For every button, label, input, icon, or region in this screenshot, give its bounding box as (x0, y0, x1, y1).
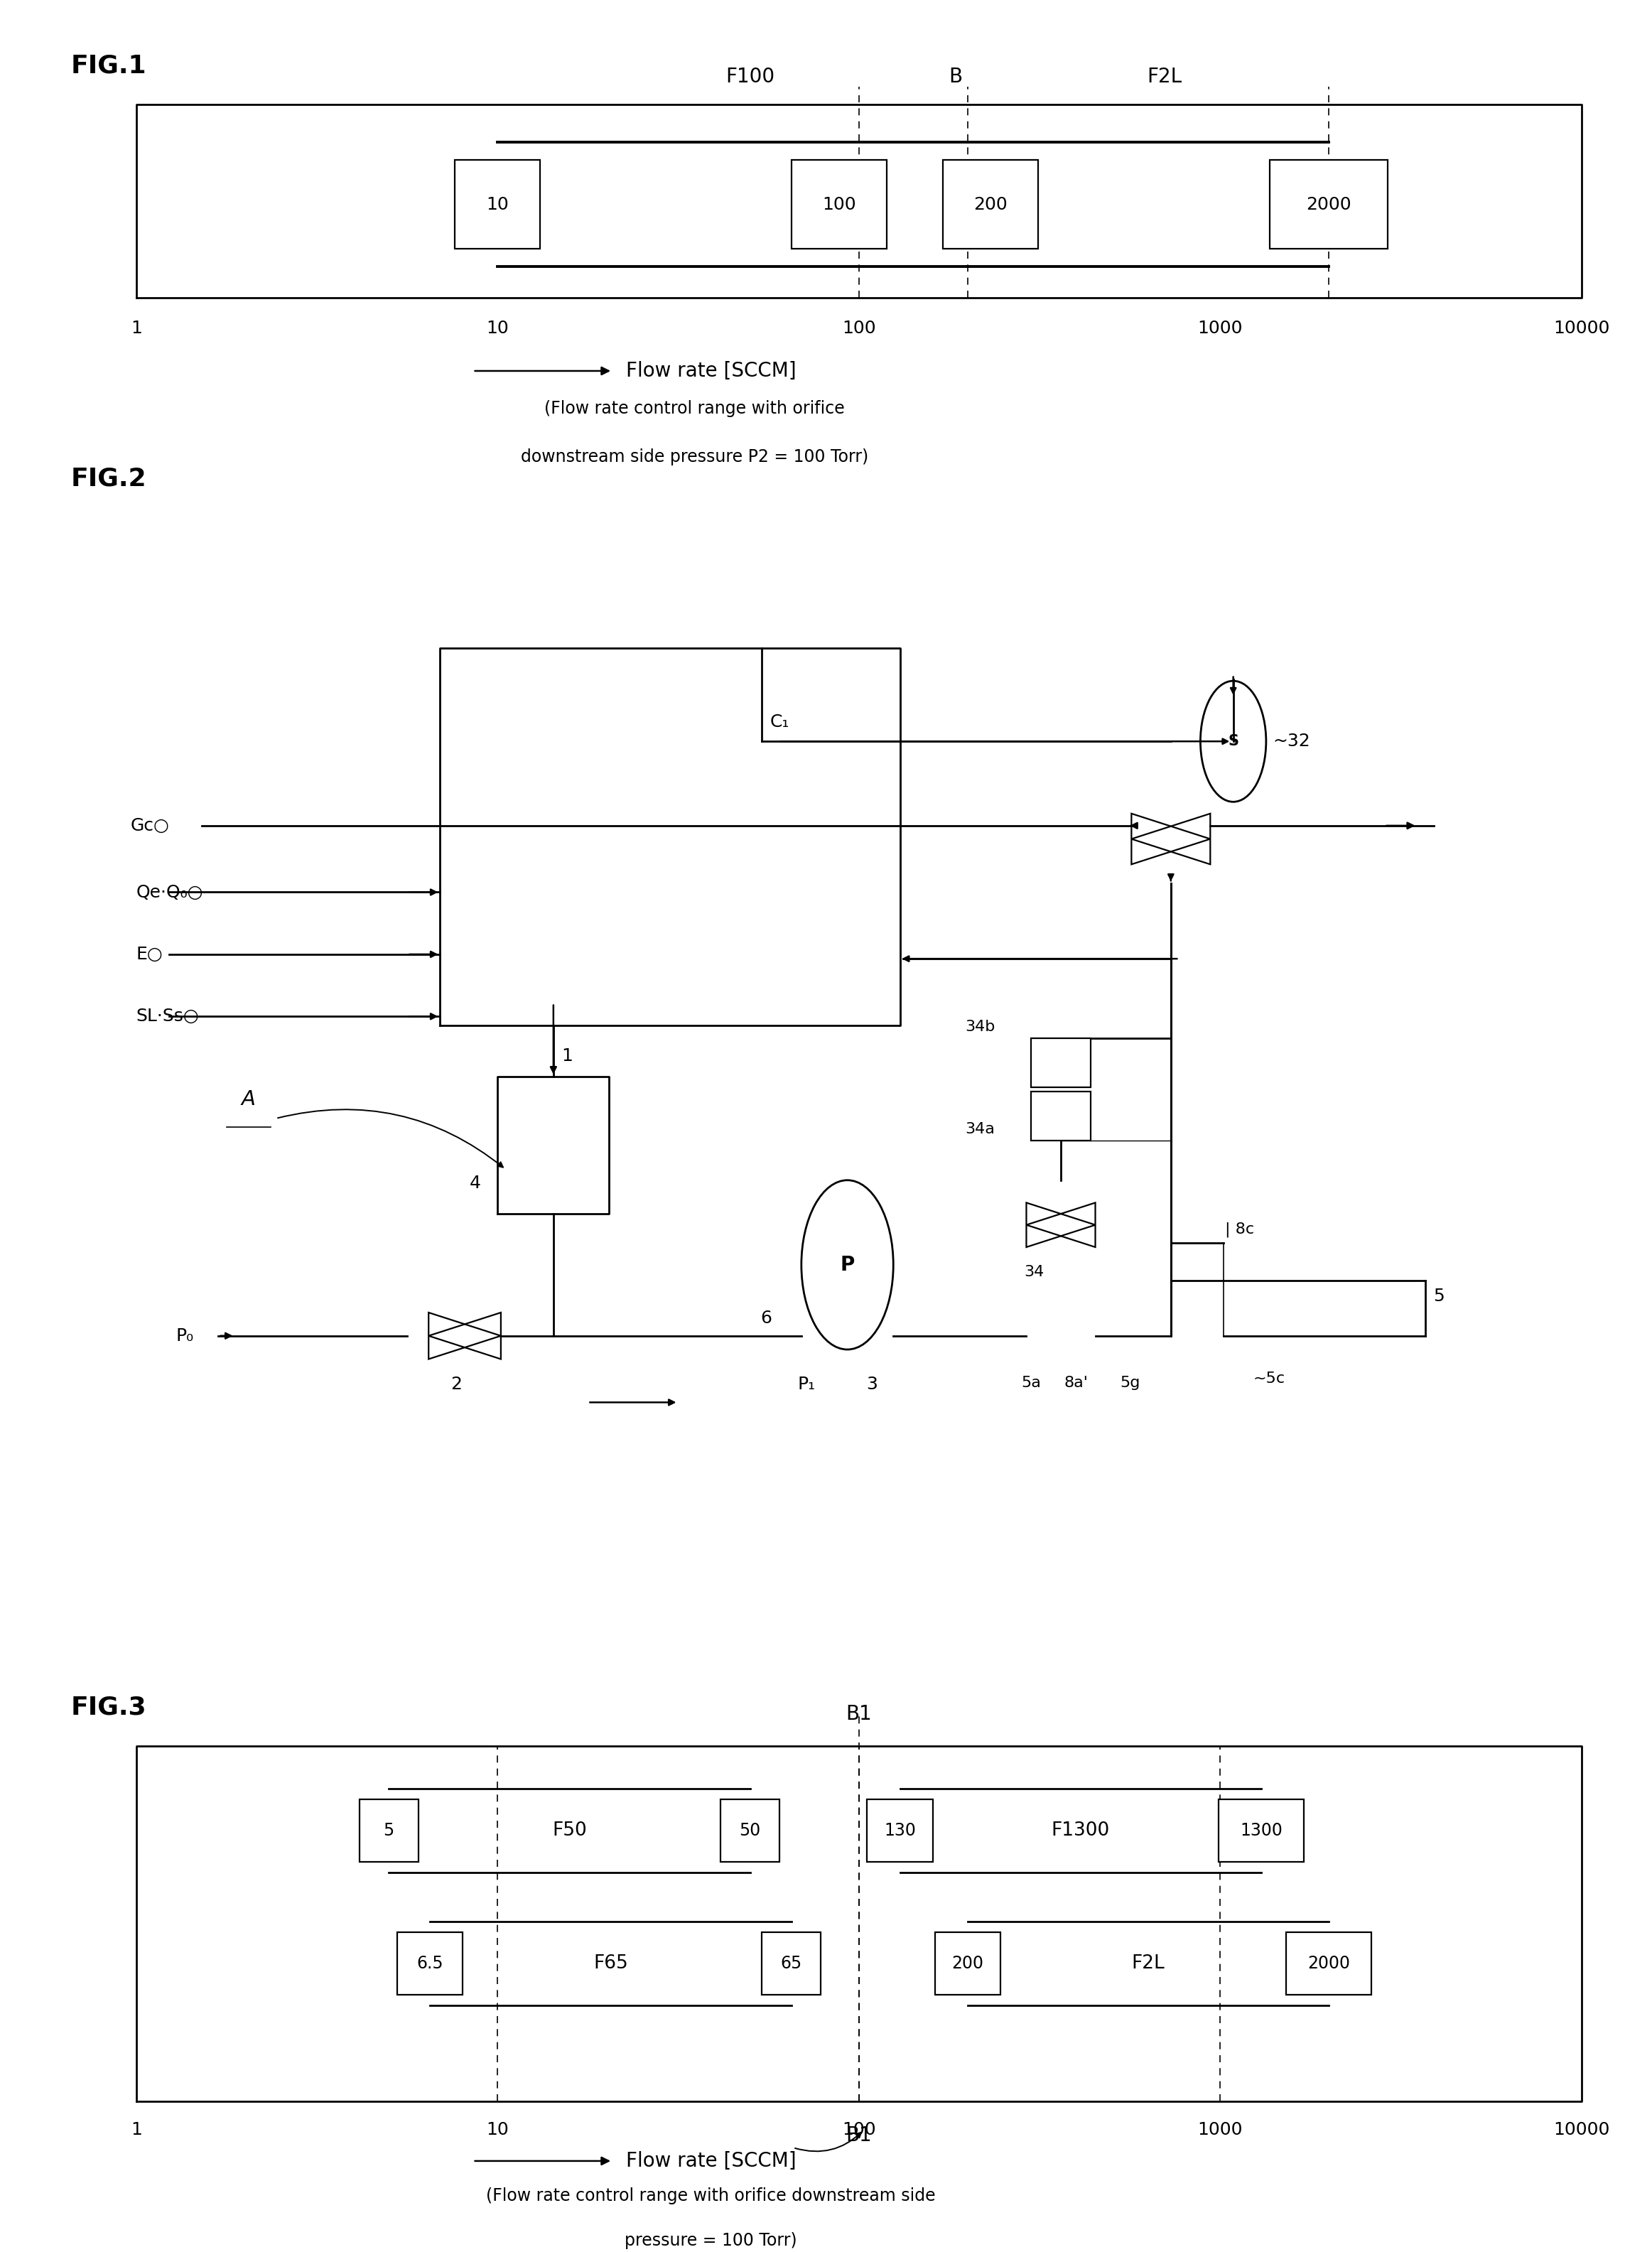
Text: pressure = 100 Torr): pressure = 100 Torr) (624, 2232, 798, 2250)
Bar (943, 160, 1037, 250)
Bar (1031, 1038, 1090, 1088)
Text: 34a: 34a (965, 1121, 995, 1137)
Text: 10: 10 (486, 2121, 509, 2137)
Text: 10000: 10000 (1553, 2121, 1609, 2137)
Text: 5: 5 (1434, 1288, 1446, 1304)
Bar (762, 1932, 821, 1995)
Bar (454, 160, 540, 250)
Bar (867, 1799, 933, 1862)
Text: 1: 1 (562, 1047, 573, 1065)
Text: F1300: F1300 (1051, 1822, 1110, 1840)
Text: E○: E○ (137, 946, 164, 964)
Text: 50: 50 (740, 1822, 762, 1840)
Text: 2000: 2000 (1307, 196, 1351, 214)
Text: (Flow rate control range with orifice downstream side: (Flow rate control range with orifice do… (486, 2187, 935, 2205)
Bar (358, 1799, 418, 1862)
Text: (Flow rate control range with orifice: (Flow rate control range with orifice (545, 401, 844, 417)
Bar (1219, 1799, 1303, 1862)
Text: S: S (1227, 734, 1239, 748)
Text: B1: B1 (846, 1705, 872, 1725)
Text: Flow rate [SCCM]: Flow rate [SCCM] (626, 360, 796, 381)
Text: FIG.1: FIG.1 (71, 54, 147, 79)
Text: P: P (841, 1254, 854, 1275)
Text: 34: 34 (1024, 1266, 1044, 1279)
Text: FIG.3: FIG.3 (71, 1696, 147, 1718)
Text: ~32: ~32 (1272, 732, 1310, 750)
Text: 5a: 5a (1021, 1376, 1041, 1389)
Bar (791, 160, 887, 250)
Text: 6.5: 6.5 (416, 1955, 443, 1973)
Text: 1000: 1000 (1198, 320, 1242, 338)
Text: 10000: 10000 (1553, 320, 1609, 338)
Text: 10: 10 (486, 320, 509, 338)
Text: 65: 65 (780, 1955, 801, 1973)
Text: 6: 6 (760, 1311, 771, 1326)
Bar (935, 1932, 1001, 1995)
Text: FIG.2: FIG.2 (71, 466, 147, 491)
Text: 130: 130 (884, 1822, 915, 1840)
Text: 5g: 5g (1120, 1376, 1140, 1389)
Text: 200: 200 (973, 196, 1008, 214)
Text: ~5c: ~5c (1252, 1371, 1285, 1385)
Text: P₁: P₁ (798, 1376, 814, 1392)
Text: F65: F65 (593, 1955, 628, 1973)
Text: F50: F50 (552, 1822, 586, 1840)
Text: Gc○: Gc○ (131, 817, 169, 833)
Text: F2L: F2L (1132, 1955, 1165, 1973)
Bar (396, 1932, 463, 1995)
Text: 200: 200 (952, 1955, 983, 1973)
Text: 1000: 1000 (1198, 2121, 1242, 2137)
Text: B1: B1 (846, 2126, 872, 2146)
Text: P₀: P₀ (175, 1326, 193, 1344)
Bar (1270, 160, 1388, 250)
Text: 1: 1 (131, 2121, 142, 2137)
Text: 5: 5 (383, 1822, 395, 1840)
Text: 1300: 1300 (1241, 1822, 1282, 1840)
Text: 100: 100 (843, 2121, 876, 2137)
Text: C₁: C₁ (770, 714, 790, 730)
Text: SL·Ss○: SL·Ss○ (137, 1009, 200, 1025)
Bar (1031, 1092, 1090, 1140)
Bar (720, 1799, 780, 1862)
Text: Flow rate [SCCM]: Flow rate [SCCM] (626, 2151, 796, 2171)
Text: 1: 1 (131, 320, 142, 338)
Text: 2000: 2000 (1307, 1955, 1350, 1973)
Text: 34b: 34b (965, 1020, 995, 1034)
Text: | 8c: | 8c (1226, 1221, 1254, 1236)
Text: B: B (948, 68, 961, 88)
Text: downstream side pressure P2 = 100 Torr): downstream side pressure P2 = 100 Torr) (520, 448, 869, 466)
Text: 100: 100 (843, 320, 876, 338)
Text: 3: 3 (866, 1376, 877, 1392)
Text: F100: F100 (725, 68, 775, 88)
Text: 4: 4 (469, 1176, 481, 1191)
Text: 2: 2 (451, 1376, 463, 1392)
Text: F2L: F2L (1146, 68, 1181, 88)
Text: 100: 100 (823, 196, 856, 214)
Text: 8a': 8a' (1064, 1376, 1089, 1389)
Text: Qe·Q₀○: Qe·Q₀○ (137, 883, 203, 901)
Bar (1287, 1932, 1371, 1995)
Text: 10: 10 (486, 196, 509, 214)
Text: A: A (241, 1090, 254, 1110)
